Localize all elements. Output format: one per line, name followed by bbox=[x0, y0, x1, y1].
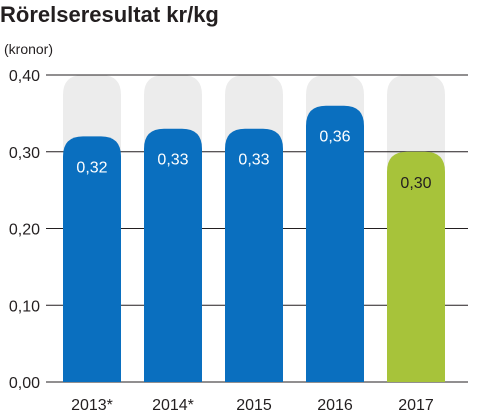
y-tick-label: 0,00 bbox=[9, 375, 40, 392]
data-label: 0,32 bbox=[76, 159, 107, 176]
data-bars bbox=[63, 105, 445, 382]
x-category-label: 2013* bbox=[71, 397, 113, 414]
y-tick-labels: 0,00 0,10 0,20 0,30 0,40 bbox=[9, 68, 40, 392]
y-tick-label: 0,20 bbox=[9, 222, 40, 239]
x-category-labels: 2013* 2014* 2015 2016 2017 bbox=[71, 397, 434, 414]
data-label: 0,36 bbox=[319, 129, 350, 146]
bar bbox=[63, 136, 121, 382]
value-labels: 0,32 0,33 0,33 0,36 0,30 bbox=[76, 129, 431, 192]
chart-title: Rörelseresultat kr/kg bbox=[0, 2, 219, 27]
data-label: 0,33 bbox=[238, 152, 269, 169]
bar bbox=[144, 128, 202, 382]
x-category-label: 2017 bbox=[398, 397, 434, 414]
y-tick-label: 0,40 bbox=[9, 68, 40, 85]
bar bbox=[225, 128, 283, 382]
x-category-label: 2014* bbox=[152, 397, 194, 414]
y-tick-label: 0,30 bbox=[9, 145, 40, 162]
data-label: 0,30 bbox=[400, 175, 431, 192]
bar bbox=[306, 105, 364, 382]
x-category-label: 2016 bbox=[317, 397, 353, 414]
y-axis-unit-label: (kronor) bbox=[4, 41, 53, 57]
highlight-bar bbox=[387, 151, 445, 382]
y-tick-label: 0,10 bbox=[9, 298, 40, 315]
x-category-label: 2015 bbox=[236, 397, 272, 414]
data-label: 0,33 bbox=[157, 152, 188, 169]
